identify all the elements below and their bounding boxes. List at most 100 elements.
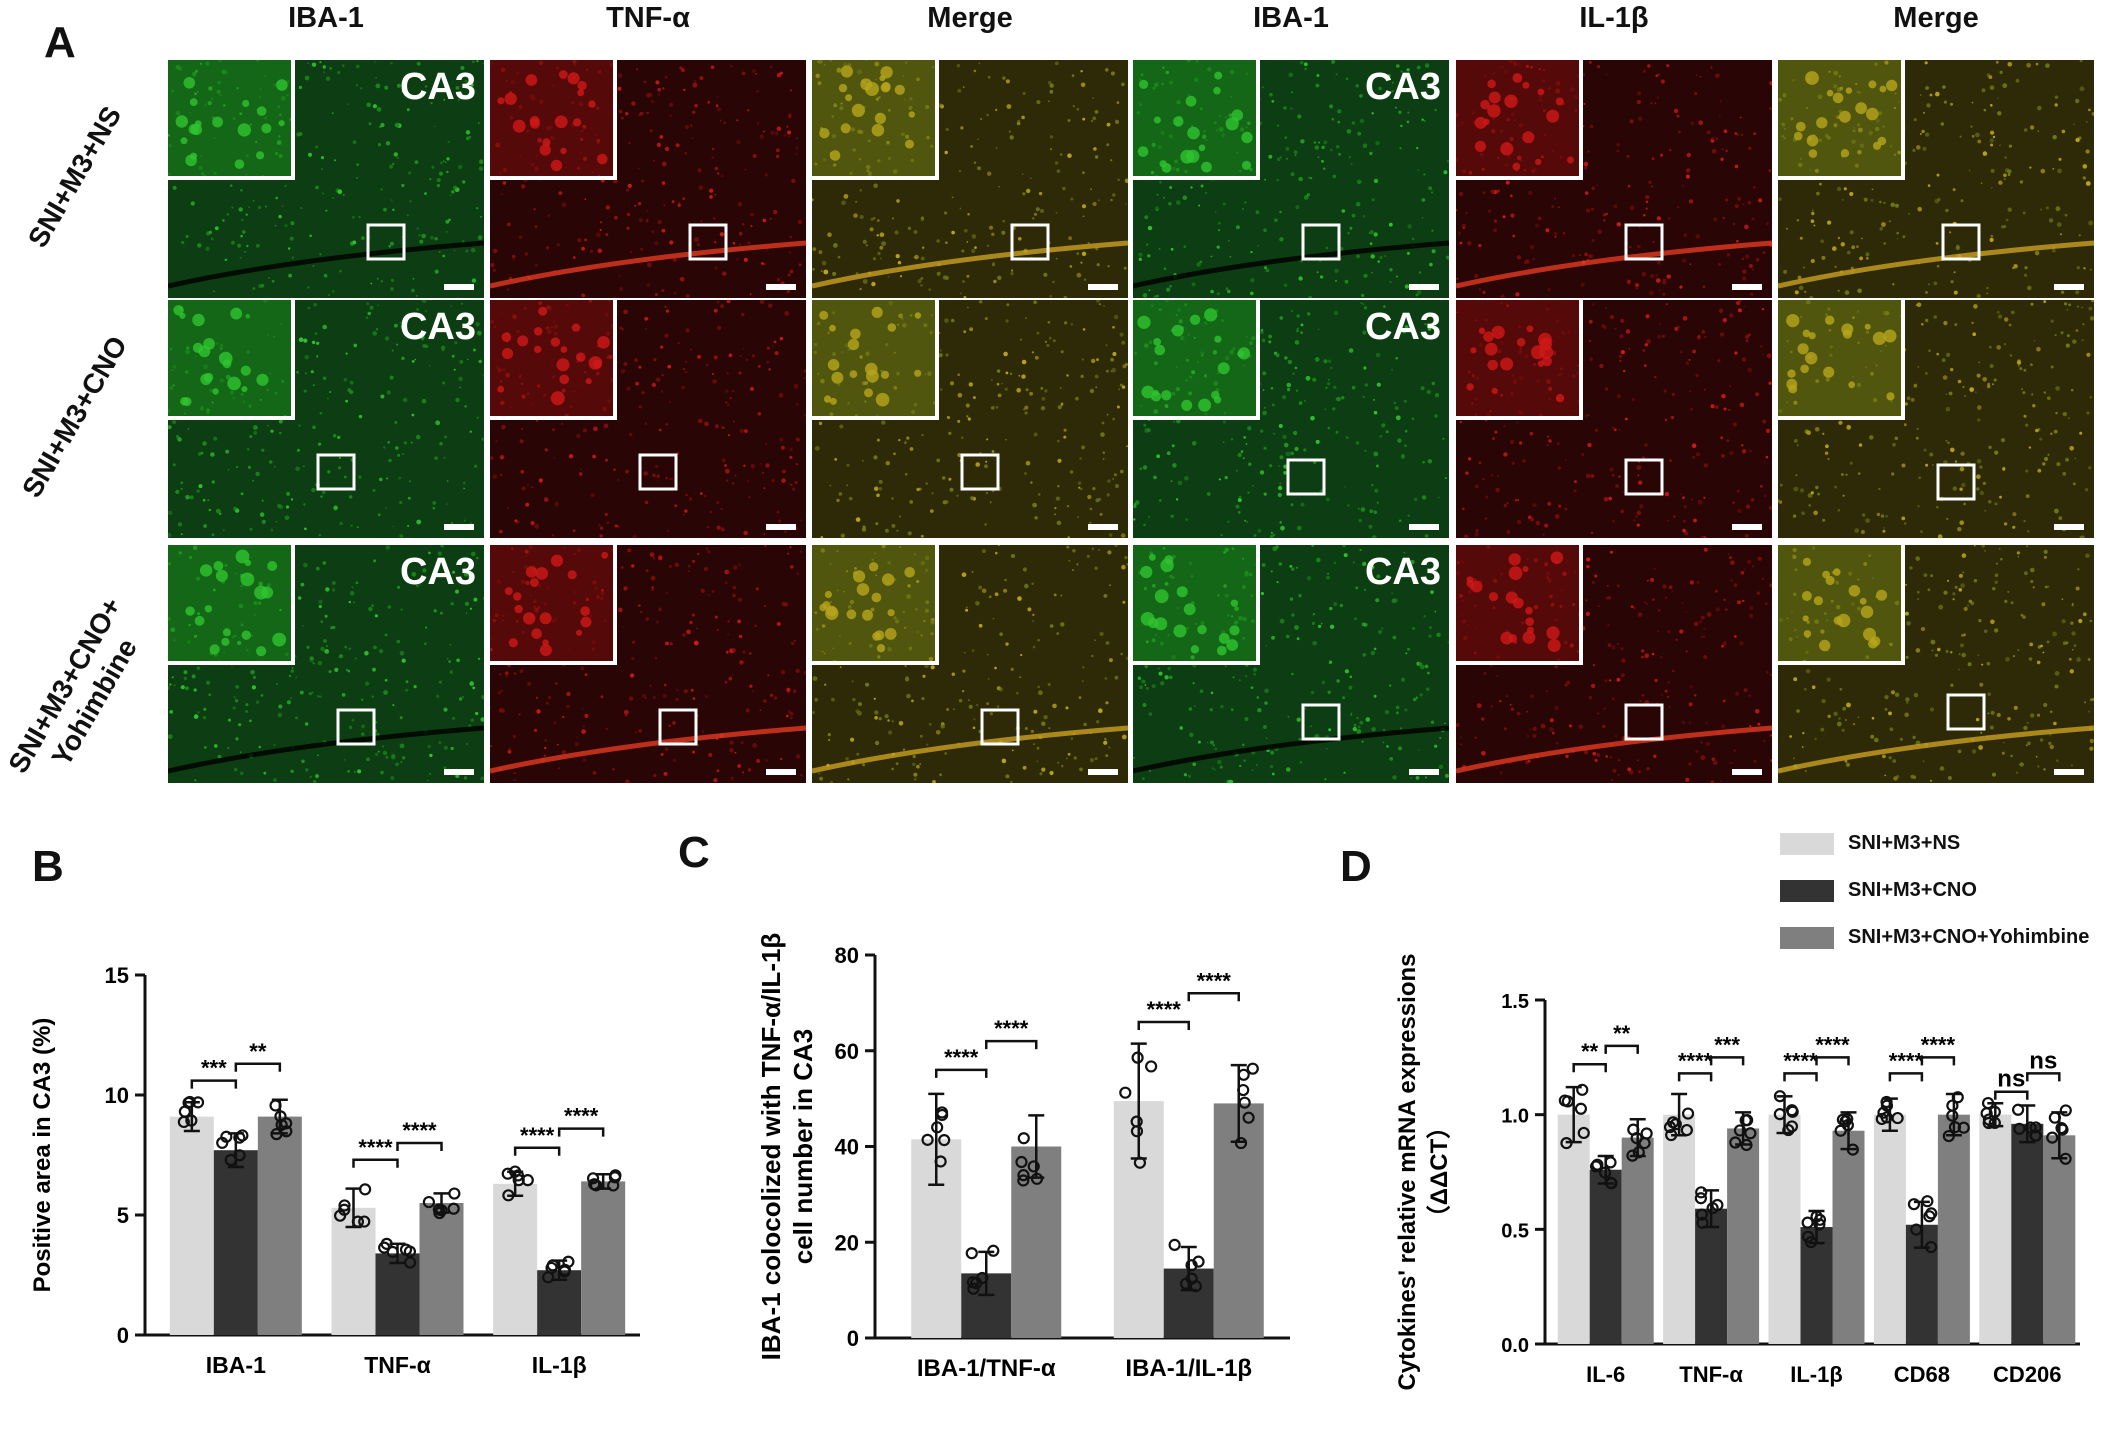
data-point xyxy=(2011,1103,2025,1116)
data-point xyxy=(1131,1051,1144,1064)
significance-label: **** xyxy=(1889,1048,1924,1073)
significance-label: **** xyxy=(1783,1048,1818,1073)
micrograph-tile: CA3 xyxy=(168,545,484,783)
data-point xyxy=(2029,1121,2042,1134)
micrograph-tile xyxy=(490,300,806,538)
significance-bracket xyxy=(352,1158,399,1168)
data-point xyxy=(1681,1107,1695,1120)
significance-bracket xyxy=(1137,1020,1190,1031)
significance-label: **** xyxy=(944,1045,979,1070)
data-point xyxy=(1119,1086,1132,1099)
micrograph-tile: CA3 xyxy=(168,60,484,298)
data-point xyxy=(608,1171,622,1184)
bar xyxy=(1832,1130,1865,1344)
significance-bracket xyxy=(1994,1090,2029,1100)
data-point xyxy=(448,1187,461,1200)
data-point xyxy=(1773,1090,1787,1103)
data-point xyxy=(1627,1123,1640,1136)
data-point xyxy=(987,1244,1000,1257)
data-point xyxy=(1017,1132,1030,1145)
data-point xyxy=(1237,1083,1250,1097)
data-point xyxy=(921,1133,934,1146)
data-point xyxy=(447,1202,460,1215)
x-category-label: IL-1β xyxy=(532,1352,587,1378)
data-point xyxy=(1695,1208,1708,1221)
data-point xyxy=(275,1118,288,1131)
data-point xyxy=(1234,1136,1248,1150)
significance-label: **** xyxy=(1678,1048,1713,1073)
y-axis-label: （ΔΔCT） xyxy=(1426,1115,1453,1230)
significance-label: *** xyxy=(201,1056,227,1081)
significance-bracket xyxy=(1709,1056,1745,1066)
data-point xyxy=(1017,1174,1030,1187)
panel-a-column-title: IBA-1 xyxy=(288,2,364,34)
data-point xyxy=(589,1179,603,1192)
data-point xyxy=(1924,1240,1938,1254)
y-tick-label: 40 xyxy=(835,1135,859,1160)
data-point xyxy=(1982,1113,1996,1126)
data-point xyxy=(1813,1218,1826,1231)
micrograph-tile xyxy=(1456,545,1772,783)
data-point xyxy=(965,1247,978,1260)
x-category-label: TNF-α xyxy=(1679,1362,1743,1387)
data-point xyxy=(1030,1172,1044,1185)
data-point xyxy=(1733,1124,1747,1137)
ca3-label: CA3 xyxy=(399,306,476,348)
data-point xyxy=(1706,1202,1719,1215)
data-point xyxy=(938,1134,951,1147)
significance-bracket xyxy=(1572,1062,1607,1073)
bar xyxy=(1937,1114,1970,1344)
legend-swatch xyxy=(1780,926,1834,949)
data-point xyxy=(1946,1099,1959,1112)
data-point xyxy=(586,1172,600,1185)
micrograph-tile xyxy=(812,60,1128,298)
data-point xyxy=(1669,1118,1682,1131)
significance-bracket xyxy=(1888,1072,1924,1082)
bar xyxy=(1663,1114,1696,1344)
y-tick-label: 15 xyxy=(105,963,129,988)
x-category-label: TNF-α xyxy=(364,1352,431,1378)
data-point xyxy=(1880,1099,1894,1112)
data-point xyxy=(2013,1122,2026,1135)
significance-bracket xyxy=(190,1079,238,1089)
bar xyxy=(419,1203,464,1335)
significance-bracket xyxy=(234,1062,282,1072)
data-point xyxy=(1846,1143,1859,1156)
legend-item: SNI+M3+NS xyxy=(1780,832,1960,855)
micrograph-tile xyxy=(1778,545,2094,783)
bar xyxy=(1979,1114,2012,1344)
legend-label: SNI+M3+CNO xyxy=(1848,879,1977,901)
significance-bracket xyxy=(513,1146,561,1156)
data-point xyxy=(1740,1138,1753,1152)
y-axis-label: cell number in CA3 xyxy=(788,1029,818,1265)
bar xyxy=(1589,1169,1622,1344)
significance-label: ** xyxy=(1581,1039,1599,1064)
significance-label: *** xyxy=(1714,1032,1740,1057)
micrograph-tile xyxy=(1778,300,2094,538)
bar xyxy=(1557,1114,1590,1344)
significance-label: **** xyxy=(994,1016,1029,1041)
data-point xyxy=(1242,1111,1255,1124)
panel-a-column-title: Merge xyxy=(1893,2,1979,34)
data-point xyxy=(1626,1149,1639,1162)
significance-bracket xyxy=(1920,1056,1956,1066)
data-point xyxy=(1598,1166,1612,1179)
y-tick-label: 1.0 xyxy=(1501,1106,1529,1128)
significance-bracket xyxy=(1677,1072,1713,1082)
data-point xyxy=(1145,1060,1158,1073)
data-point xyxy=(1957,1121,1970,1134)
data-point xyxy=(1696,1216,1709,1229)
data-point xyxy=(1739,1114,1752,1127)
data-point xyxy=(236,1129,249,1142)
significance-bracket xyxy=(396,1141,443,1151)
y-tick-label: 80 xyxy=(835,943,859,968)
significance-label: ns xyxy=(2029,1047,2057,1074)
data-point xyxy=(1801,1216,1814,1229)
data-point xyxy=(1782,1123,1795,1137)
x-category-label: IL-6 xyxy=(1586,1362,1625,1387)
panel-d-letter: D xyxy=(1340,842,1372,891)
panel-a-letter: A xyxy=(44,18,76,67)
data-point xyxy=(358,1215,371,1228)
y-axis-label: Positive area in CA3 (%) xyxy=(29,1018,56,1293)
